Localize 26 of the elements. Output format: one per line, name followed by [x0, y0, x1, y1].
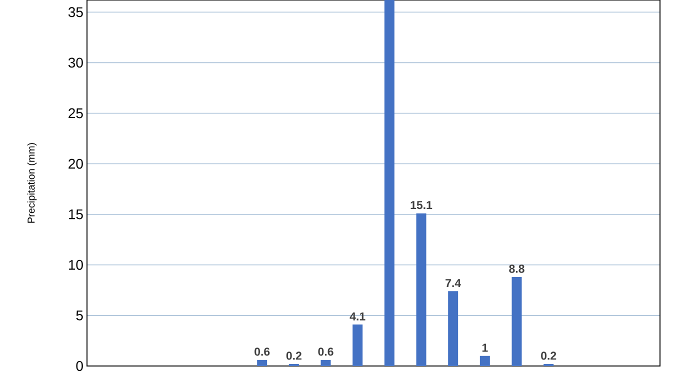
bar: [512, 277, 522, 366]
data-label: 15.1: [410, 201, 432, 210]
data-label: 4.1: [350, 312, 366, 320]
bar: [480, 356, 490, 366]
bar: [448, 291, 458, 366]
y-axis-title: Precipitation (mm): [27, 143, 37, 223]
y-tick-label: 35: [68, 7, 83, 18]
bar: [384, 0, 394, 366]
data-label: 1: [482, 344, 488, 352]
y-tick-label: 25: [68, 108, 83, 118]
y-tick-label: 5: [76, 310, 83, 320]
data-label: 0.6: [254, 348, 270, 356]
data-label: 8.8: [509, 264, 524, 273]
y-tick-label: 0: [76, 361, 83, 371]
y-tick-label: 20: [68, 158, 83, 169]
y-tick-label: 10: [68, 260, 83, 270]
data-label: 0.2: [286, 352, 302, 360]
data-label: 7.4: [446, 279, 462, 287]
y-tick-label: 15: [68, 209, 83, 220]
bar: [352, 324, 363, 366]
bar: [320, 360, 331, 366]
data-label: 0.6: [318, 348, 334, 356]
bar: [257, 360, 268, 366]
data-label: 0.2: [541, 352, 556, 360]
bar: [416, 213, 426, 366]
y-tick-label: 30: [68, 58, 83, 68]
